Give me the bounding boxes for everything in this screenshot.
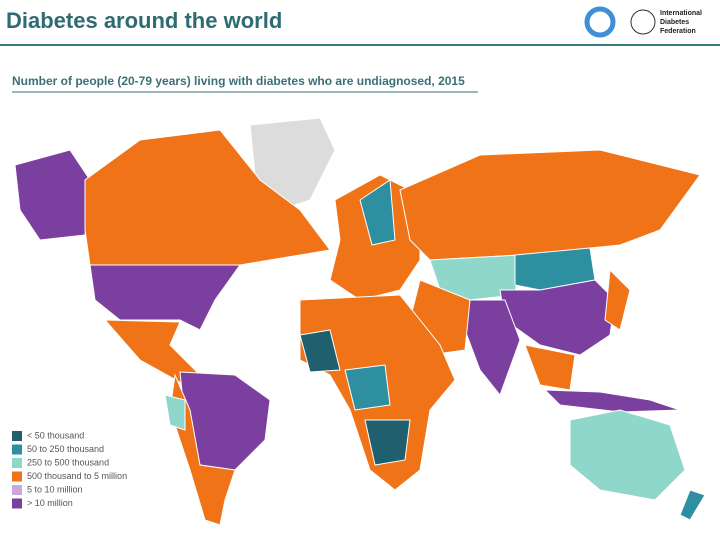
indonesia bbox=[543, 389, 681, 413]
new-zealand bbox=[679, 489, 706, 521]
japan bbox=[604, 268, 631, 331]
west-africa bbox=[299, 329, 341, 373]
slide-title: Diabetes around the world bbox=[6, 8, 282, 33]
logo-text: Diabetes bbox=[660, 19, 689, 26]
canada bbox=[84, 129, 331, 266]
southern-africa bbox=[364, 419, 411, 466]
map-title: Number of people (20-79 years) living wi… bbox=[12, 74, 465, 88]
legend-swatch bbox=[12, 471, 22, 482]
legend-label: < 50 thousand bbox=[27, 430, 84, 440]
russia bbox=[399, 149, 701, 261]
south-america-west bbox=[169, 373, 236, 526]
logo-text: International bbox=[660, 10, 702, 17]
legend-label: 5 to 10 million bbox=[27, 484, 83, 494]
peru bbox=[164, 394, 186, 431]
australia bbox=[569, 409, 686, 501]
central-asia bbox=[429, 254, 521, 301]
legend-swatch bbox=[12, 431, 22, 441]
scandinavia bbox=[359, 179, 396, 246]
legend-swatch bbox=[12, 458, 22, 468]
legend-label: 50 to 250 thousand bbox=[27, 444, 104, 454]
legend-label: 500 thousand to 5 million bbox=[27, 471, 127, 481]
idf-globe bbox=[630, 9, 656, 35]
alaska bbox=[14, 149, 91, 241]
china bbox=[499, 279, 616, 356]
logo-text: Federation bbox=[660, 28, 696, 35]
legend-swatch bbox=[12, 444, 22, 455]
blue-circle-logo bbox=[584, 6, 616, 38]
legend-label: > 10 million bbox=[27, 498, 73, 508]
southeast-asia bbox=[524, 344, 576, 391]
legend: < 50 thousand 50 to 250 thousand 250 to 50… bbox=[12, 430, 127, 509]
central-africa bbox=[344, 364, 391, 411]
usa bbox=[89, 264, 241, 331]
world-map bbox=[14, 117, 706, 526]
legend-label: 250 to 500 thousand bbox=[27, 457, 109, 467]
legend-swatch bbox=[12, 485, 22, 495]
legend-swatch bbox=[12, 498, 22, 509]
